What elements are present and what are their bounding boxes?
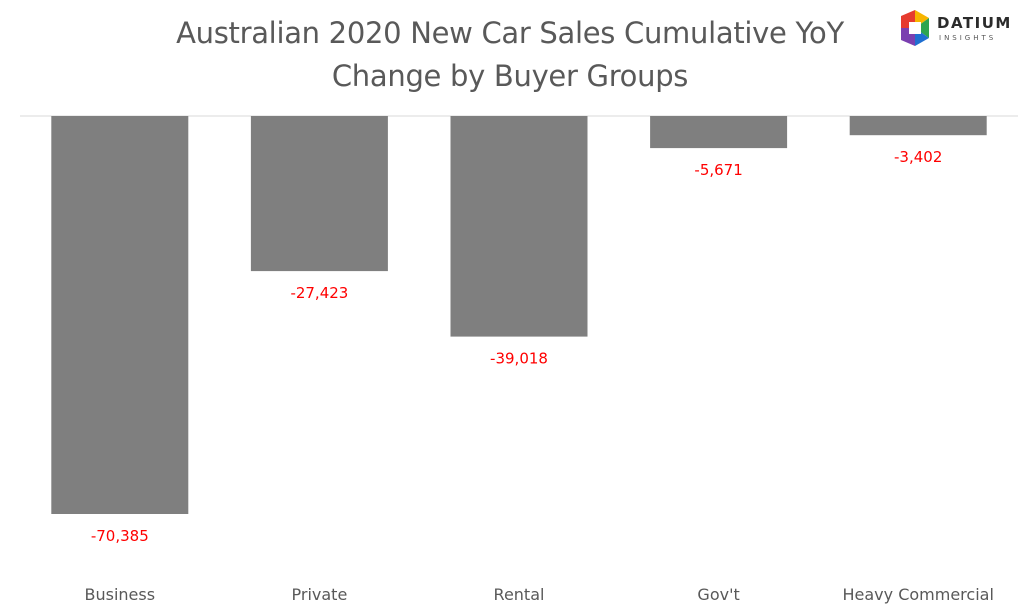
bar-heavy-commercial [849, 116, 987, 136]
chart-title-line-2: Change by Buyer Groups [331, 59, 689, 93]
category-label: Business [85, 585, 156, 604]
bar-private [250, 116, 388, 272]
data-label: -27,423 [290, 284, 348, 302]
data-label: -70,385 [91, 527, 149, 545]
data-label: -39,018 [490, 350, 548, 368]
logo-subtitle: INSIGHTS [939, 34, 997, 42]
bar-gov-t [650, 116, 788, 149]
chart-title-line-1: Australian 2020 New Car Sales Cumulative… [176, 16, 844, 50]
value-labels-group: -70,385 -27,423 -39,018 -5,671 -3,402 [91, 148, 943, 545]
category-labels-group: Business Private Rental Gov't Heavy Commerci… [85, 585, 994, 604]
category-label: Rental [494, 585, 545, 604]
bars-group [51, 116, 987, 514]
data-label: -5,671 [694, 161, 742, 179]
category-label: Gov't [697, 585, 739, 604]
bar-business [51, 116, 189, 514]
datium-logo-mark-icon [901, 10, 929, 46]
data-label: -3,402 [894, 148, 942, 166]
bar-rental [450, 116, 588, 337]
category-label: Private [292, 585, 348, 604]
logo-wordmark: DATIUM [937, 14, 1012, 32]
category-label: Heavy Commercial [842, 585, 993, 604]
datium-logo: DATIUM INSIGHTS [897, 8, 1019, 50]
